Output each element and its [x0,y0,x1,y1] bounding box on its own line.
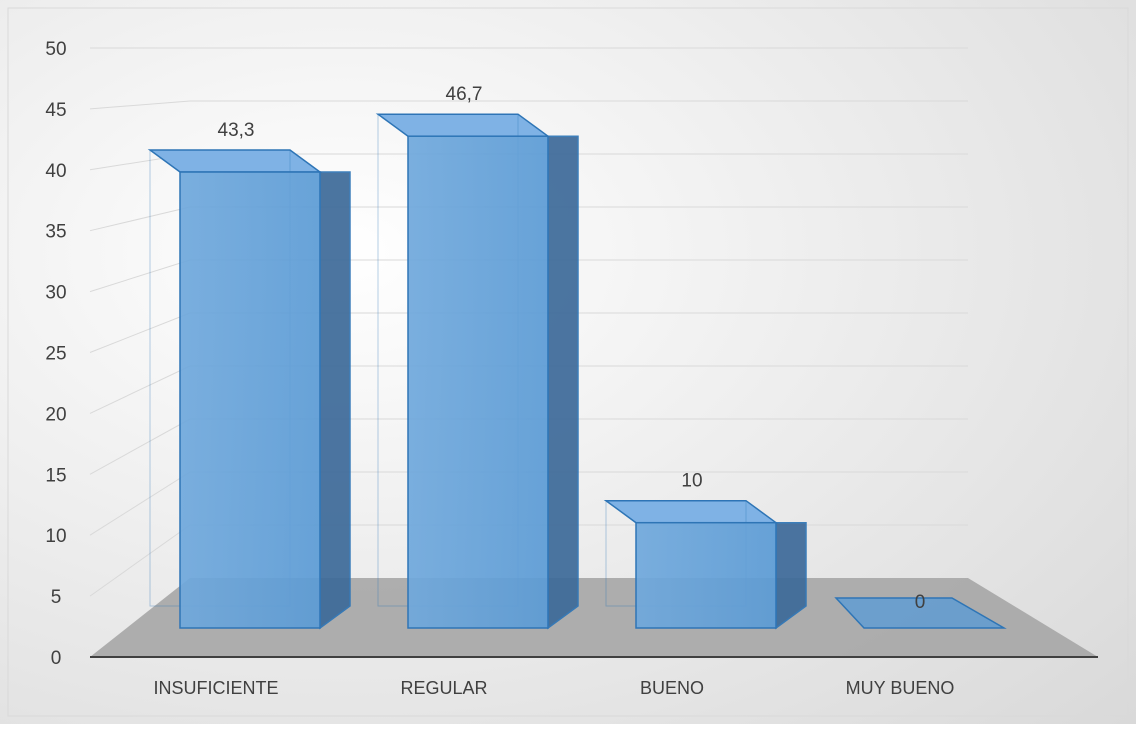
gridline-side [89,471,191,536]
gridline-side [89,312,191,353]
gridline-side [89,524,191,597]
y-tick-label: 15 [45,465,66,486]
chart-border [7,7,1129,717]
y-tick-label: 20 [45,404,66,425]
bar [179,171,321,629]
bar-side [319,171,351,630]
bar [407,135,549,629]
y-tick-label: 10 [45,526,66,547]
bar-top [375,113,551,137]
y-tick-label: 40 [45,161,66,182]
data-label: 10 [681,471,702,492]
bar-top [147,149,323,173]
gridline-side [89,365,191,414]
y-tick-label: 0 [51,648,62,669]
data-label: 46,7 [446,84,483,105]
gridline-side [89,206,191,232]
x-tick-label: BUENO [640,678,704,698]
bar-side [547,135,579,630]
gridline-side [89,259,191,293]
y-tick-label: 25 [45,344,66,365]
gridline-side [89,418,191,475]
bar [834,597,1007,629]
bar [635,521,777,629]
bar-top [603,499,779,524]
data-label: 43,3 [218,120,255,141]
x-tick-label: INSUFICIENTE [153,678,278,698]
y-tick-label: 5 [51,587,62,608]
data-label: 0 [915,592,926,613]
gridline-side [89,100,191,110]
y-tick-label: 30 [45,283,66,304]
x-tick-label: REGULAR [400,678,487,698]
y-tick-label: 35 [45,222,66,243]
x-tick-label: MUY BUENO [846,678,955,698]
y-tick-label: 50 [45,39,66,60]
y-tick-label: 45 [45,100,66,121]
